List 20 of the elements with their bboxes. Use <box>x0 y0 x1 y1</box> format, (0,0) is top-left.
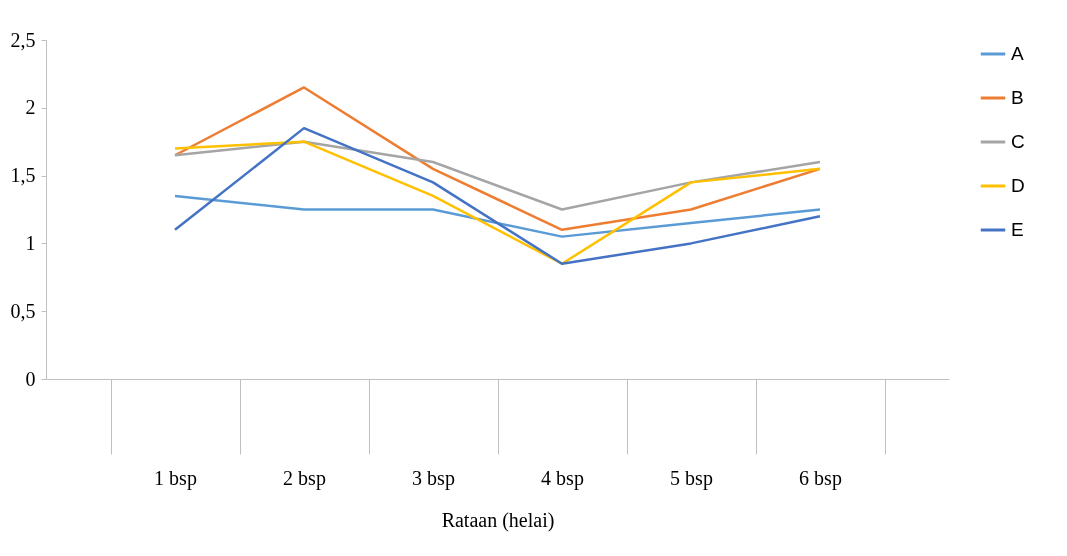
legend-label: E <box>1011 219 1024 240</box>
line-series <box>173 86 822 232</box>
x-tick-label: 1 bsp <box>154 466 197 490</box>
line-series <box>173 194 822 238</box>
y-tick-label: 1,5 <box>10 164 36 187</box>
x-tick-label: 6 bsp <box>799 466 842 490</box>
y-tick-label: 0,5 <box>10 299 36 322</box>
y-tick-label: 0 <box>25 367 36 390</box>
legend-label: C <box>1011 131 1025 152</box>
x-axis-title: Rataan (helai) <box>441 508 555 532</box>
x-tick-label: 5 bsp <box>670 466 713 490</box>
legend-label: A <box>1011 43 1024 64</box>
y-tick-label: 2 <box>25 96 36 119</box>
x-tick-label: 3 bsp <box>412 466 455 490</box>
legend-label: D <box>1011 175 1025 196</box>
y-tick-label: 2,5 <box>10 28 36 51</box>
x-tick-label: 2 bsp <box>283 466 326 490</box>
x-tick-label: 4 bsp <box>541 466 584 490</box>
y-tick-label: 1 <box>25 231 36 254</box>
legend-label: B <box>1011 87 1024 108</box>
